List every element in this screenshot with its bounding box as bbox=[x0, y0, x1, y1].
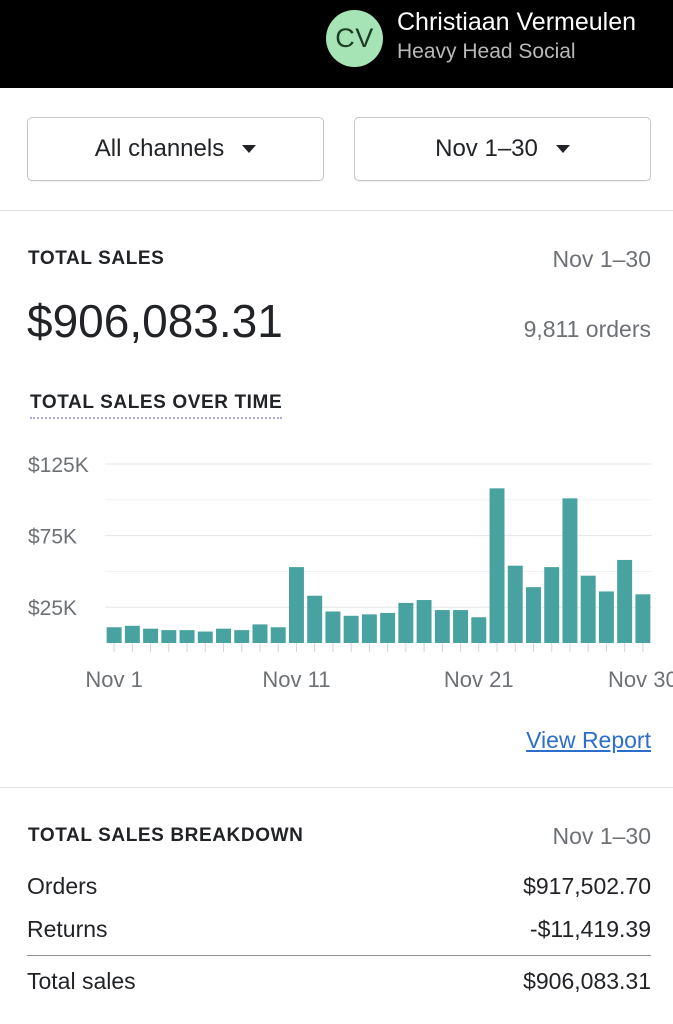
x-tick-label: Nov 1 bbox=[85, 667, 142, 692]
bar[interactable] bbox=[398, 602, 414, 643]
bar[interactable] bbox=[453, 610, 469, 643]
total-sales-period: Nov 1–30 bbox=[552, 246, 651, 272]
bar[interactable] bbox=[124, 625, 140, 643]
bar[interactable] bbox=[416, 600, 432, 643]
breakdown-title: TOTAL SALES BREAKDOWN bbox=[28, 825, 304, 846]
breakdown-total-label: Total sales bbox=[27, 968, 136, 994]
bar[interactable] bbox=[526, 587, 541, 643]
bar[interactable] bbox=[234, 630, 250, 643]
bar[interactable] bbox=[106, 627, 122, 643]
sales-over-time-chart: $25K $75K $125K Nov 1 Nov 11 Nov 21 Nov 30 bbox=[28, 454, 673, 692]
caret-down-icon bbox=[242, 145, 257, 153]
breakdown-returns-label: Returns bbox=[27, 916, 108, 942]
total-sales-amount: $906,083.31 bbox=[27, 295, 283, 347]
bar[interactable] bbox=[562, 498, 578, 643]
x-tick-label: Nov 21 bbox=[444, 667, 514, 692]
top-bar: CV Christiaan Vermeulen Heavy Head Socia… bbox=[0, 0, 673, 88]
bar[interactable] bbox=[617, 559, 633, 643]
divider bbox=[0, 210, 673, 211]
bar[interactable] bbox=[635, 594, 651, 643]
store-name: Heavy Head Social bbox=[397, 40, 576, 63]
bar[interactable] bbox=[197, 631, 213, 643]
y-tick-label: $125K bbox=[28, 454, 89, 477]
date-range-label: Nov 1–30 bbox=[435, 135, 538, 162]
breakdown-period: Nov 1–30 bbox=[552, 823, 651, 849]
bar[interactable] bbox=[179, 630, 195, 643]
channel-filter-label: All channels bbox=[94, 135, 225, 162]
bar[interactable] bbox=[598, 591, 614, 643]
x-tick-label: Nov 30 bbox=[608, 667, 673, 692]
bar[interactable] bbox=[252, 624, 268, 643]
bar[interactable] bbox=[507, 565, 523, 643]
bar[interactable] bbox=[471, 617, 487, 643]
bar[interactable] bbox=[361, 614, 377, 643]
y-tick-label: $75K bbox=[28, 526, 77, 549]
orders-count: 9,811 orders bbox=[523, 316, 651, 342]
breakdown-orders-label: Orders bbox=[27, 873, 98, 899]
breakdown-total-value: $906,083.31 bbox=[523, 968, 651, 994]
chart-title[interactable]: TOTAL SALES OVER TIME bbox=[30, 392, 283, 419]
bar[interactable] bbox=[380, 612, 396, 643]
y-tick-label: $25K bbox=[28, 597, 77, 620]
bar[interactable] bbox=[216, 628, 231, 643]
view-report-link[interactable]: View Report bbox=[526, 727, 651, 753]
bar[interactable] bbox=[270, 627, 286, 643]
avatar[interactable]: CV bbox=[326, 10, 383, 67]
x-tick-label: Nov 11 bbox=[262, 667, 330, 692]
bar[interactable] bbox=[544, 567, 560, 643]
bar[interactable] bbox=[434, 610, 450, 643]
bar[interactable] bbox=[325, 611, 341, 643]
bar[interactable] bbox=[580, 575, 596, 643]
channel-filter-button[interactable]: All channels bbox=[27, 117, 324, 181]
bar[interactable] bbox=[307, 595, 323, 643]
bar[interactable] bbox=[143, 628, 159, 643]
bar[interactable] bbox=[489, 488, 505, 643]
caret-down-icon bbox=[555, 145, 570, 153]
total-sales-title: TOTAL SALES bbox=[28, 248, 165, 269]
date-range-button[interactable]: Nov 1–30 bbox=[354, 117, 651, 181]
breakdown-orders-value: $917,502.70 bbox=[523, 873, 651, 899]
user-name: Christiaan Vermeulen bbox=[397, 8, 637, 36]
bar[interactable] bbox=[343, 615, 359, 643]
bar[interactable] bbox=[288, 567, 304, 643]
bar[interactable] bbox=[161, 630, 177, 643]
divider bbox=[0, 787, 673, 788]
breakdown-returns-value: -$11,419.39 bbox=[529, 916, 651, 942]
total-divider bbox=[27, 955, 651, 956]
